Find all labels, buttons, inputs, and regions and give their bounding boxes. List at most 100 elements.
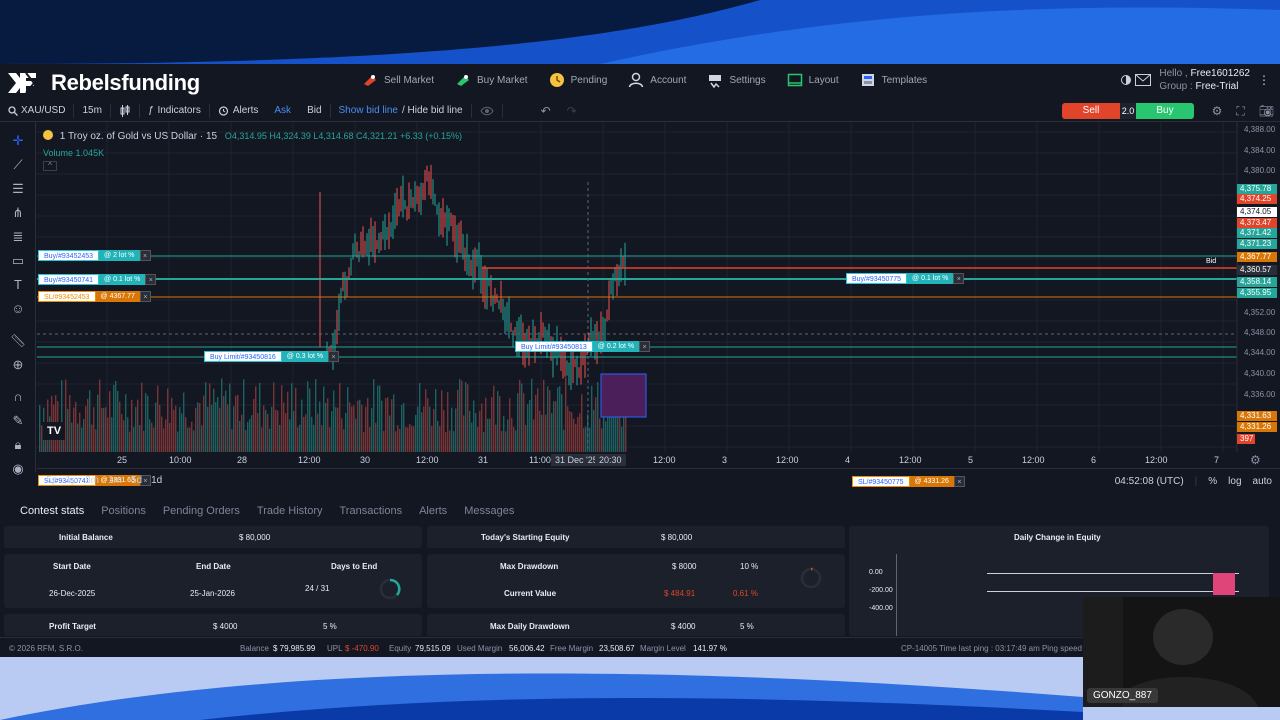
- close-icon[interactable]: ×: [139, 250, 151, 261]
- close-icon[interactable]: ×: [639, 341, 651, 352]
- auto-toggle[interactable]: auto: [1252, 475, 1272, 487]
- price-tag: 4,375.78: [1237, 184, 1277, 194]
- theme-toggle-icon[interactable]: [1121, 75, 1132, 85]
- volume-bar: [153, 427, 155, 452]
- sl-tag[interactable]: SL/#93450741 @ 4331.63 ×: [38, 475, 151, 486]
- profit-target-value: $ 4000: [213, 622, 238, 631]
- menu-buy-market[interactable]: Buy Market: [455, 72, 528, 88]
- text-icon[interactable]: T: [14, 277, 22, 292]
- volume-bar: [243, 379, 245, 452]
- timeframe-5d[interactable]: 5d: [130, 475, 143, 486]
- order-tag[interactable]: Buy Limit/#93450816 @ 0.3 lot % ×: [204, 351, 340, 362]
- tab-transactions[interactable]: Transactions: [339, 505, 403, 517]
- order-tag[interactable]: Buy/#93450741 @ 0.1 lot % ×: [38, 274, 157, 285]
- trendline-icon[interactable]: ⟋: [13, 157, 23, 172]
- log-toggle[interactable]: log: [1228, 475, 1242, 487]
- buy-button[interactable]: Buy: [1136, 103, 1194, 119]
- crosshair-icon[interactable]: ✛: [12, 133, 24, 148]
- timeframe-5y[interactable]: 5y: [46, 475, 57, 486]
- rectangle-icon[interactable]: ▭: [11, 253, 25, 268]
- collapse-icon[interactable]: ^: [43, 161, 57, 171]
- volume-bar: [395, 431, 397, 452]
- time-tick-highlight: 20:30: [595, 454, 626, 466]
- price-tag: 4,373.47: [1237, 218, 1277, 228]
- brand-logo[interactable]: Rebelsfunding: [6, 70, 200, 96]
- tab-messages[interactable]: Messages: [464, 505, 515, 517]
- order-tag[interactable]: Buy Limit/#93450813 @ 0.2 lot % ×: [515, 341, 651, 352]
- tab-positions[interactable]: Positions: [101, 505, 146, 517]
- horizontal-lines-icon[interactable]: ☰: [12, 181, 24, 196]
- volume-bar: [475, 413, 477, 452]
- tab-trade-history[interactable]: Trade History: [256, 505, 323, 517]
- sl-tag[interactable]: SL/#93450775 @ 4331.26 ×: [852, 476, 965, 487]
- volume-bar: [497, 390, 499, 452]
- price-chart[interactable]: 1 Troy oz. of Gold vs US Dollar · 15 O4,…: [37, 122, 1280, 487]
- order-id: Buy Limit/#93450813: [515, 341, 593, 352]
- sell-button[interactable]: Sell: [1062, 103, 1120, 119]
- close-icon[interactable]: ×: [145, 274, 157, 285]
- volume-bar: [109, 391, 111, 452]
- time-tick: 12:00: [1022, 455, 1045, 465]
- alerts-button[interactable]: Alerts: [210, 100, 267, 122]
- order-tag[interactable]: Buy/#93452453 @ 2 lot % ×: [38, 250, 151, 261]
- camera-icon[interactable]: 📷︎: [1258, 104, 1274, 118]
- show-bid-line-link[interactable]: Show bid line: [331, 100, 400, 122]
- time-tick: 12:00: [298, 455, 321, 465]
- menu-layout[interactable]: Layout: [787, 72, 839, 88]
- lock-icon[interactable]: 🔒︎: [14, 437, 22, 452]
- menu-sell-market[interactable]: Sell Market: [362, 72, 434, 88]
- fullscreen-icon[interactable]: ⛶: [1236, 103, 1245, 118]
- fib-icon[interactable]: ≣: [12, 229, 24, 244]
- eye-toggle[interactable]: [472, 100, 502, 122]
- close-icon[interactable]: ×: [139, 291, 151, 302]
- magnet-icon[interactable]: ∩: [13, 389, 23, 404]
- timeframe-1m[interactable]: 1m: [108, 475, 122, 486]
- chart-settings-icon[interactable]: ⚙: [1250, 453, 1261, 467]
- menu-settings[interactable]: Settings: [707, 72, 766, 88]
- undo-button[interactable]: ↶: [533, 100, 559, 122]
- pencil-lock-icon[interactable]: ✎: [12, 413, 24, 428]
- volume-bar: [89, 390, 91, 452]
- mail-icon[interactable]: [1135, 74, 1152, 86]
- order-tag[interactable]: Buy/#93450775 @ 0.1 lot % ×: [846, 273, 965, 284]
- visibility-icon[interactable]: ◉: [12, 461, 24, 476]
- close-icon[interactable]: ×: [328, 351, 340, 362]
- tab-pending-orders[interactable]: Pending Orders: [162, 505, 240, 517]
- emoji-icon[interactable]: ☺: [11, 301, 25, 316]
- indicators-button[interactable]: ƒ Indicators: [140, 100, 209, 122]
- timeframe-3m[interactable]: 3m: [85, 475, 100, 486]
- background-bottom: [0, 657, 1280, 720]
- menu-account[interactable]: Account: [628, 72, 686, 88]
- hide-bid-line-link[interactable]: / Hide bid line: [400, 100, 471, 122]
- more-menu-icon[interactable]: ⋮: [1258, 73, 1270, 87]
- volume-bar: [147, 395, 149, 452]
- timeframe-1d[interactable]: 1d: [151, 475, 163, 486]
- percent-toggle[interactable]: %: [1208, 475, 1218, 487]
- zoom-icon[interactable]: ⊕: [12, 357, 24, 372]
- close-icon[interactable]: ×: [953, 273, 965, 284]
- redo-button[interactable]: ↷: [559, 100, 585, 122]
- menu-pending[interactable]: Pending: [549, 72, 607, 88]
- menu-templates[interactable]: Templates: [860, 72, 927, 88]
- volume-bar: [397, 425, 399, 452]
- upl-label: UPL: [327, 644, 343, 653]
- tab-contest-stats[interactable]: Contest stats: [20, 505, 85, 517]
- gear-icon[interactable]: ⚙: [1211, 104, 1223, 118]
- volume-bar: [427, 398, 429, 452]
- close-icon[interactable]: ×: [953, 476, 965, 487]
- volume-bar: [413, 426, 415, 452]
- close-icon[interactable]: ×: [139, 475, 151, 486]
- chart-type-button[interactable]: [111, 100, 139, 122]
- pitchfork-icon[interactable]: ⋔: [12, 205, 24, 220]
- sl-tag[interactable]: SL/#93452453 @ 4367.77 ×: [38, 291, 151, 302]
- order-price: @ 4331.63: [95, 475, 140, 486]
- timeframe-1y[interactable]: 1y: [65, 475, 77, 486]
- quantity-input[interactable]: 2.0: [1120, 103, 1136, 119]
- ask-toggle[interactable]: Ask: [266, 100, 299, 122]
- ruler-icon[interactable]: 📏︎: [9, 333, 27, 348]
- tab-alerts[interactable]: Alerts: [419, 505, 448, 517]
- symbol-search[interactable]: XAU/USD: [0, 100, 73, 122]
- interval-button[interactable]: 15m: [74, 100, 109, 122]
- bid-toggle[interactable]: Bid: [299, 100, 329, 122]
- utc-clock[interactable]: 04:52:08 (UTC): [1114, 475, 1184, 487]
